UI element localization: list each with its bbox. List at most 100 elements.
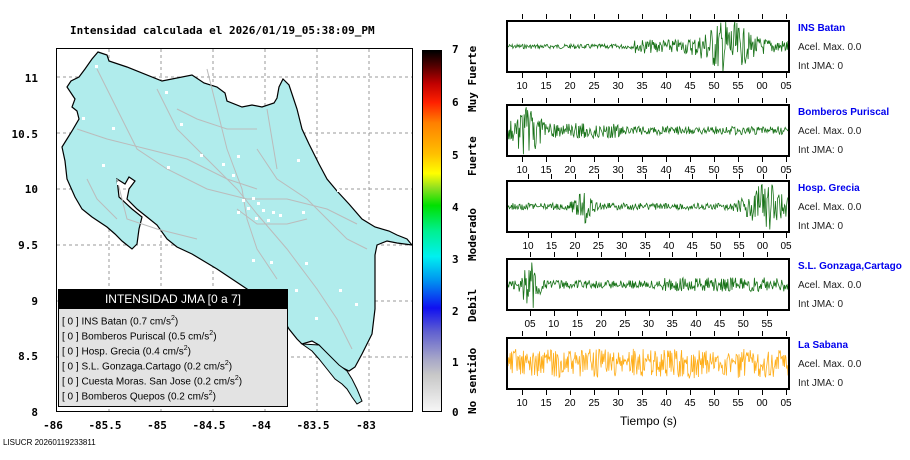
legend-row: [ 0 ] S.L. Gonzaga.Cartago (0.2 cm/s2) [62, 360, 232, 372]
colorbar-label: 6 [452, 96, 459, 109]
tick-mark [577, 252, 578, 257]
time-tick-label: 45 [684, 165, 695, 176]
tick-mark [739, 233, 740, 238]
time-tick-label: 50 [710, 241, 721, 252]
tick-mark [551, 174, 552, 179]
tick-mark [690, 331, 691, 336]
tick-mark [762, 73, 763, 78]
tick-mark [554, 311, 555, 316]
time-tick-label: 25 [619, 319, 630, 330]
tick-mark [598, 174, 599, 179]
tick-mark [762, 14, 763, 19]
time-tick-label: 20 [564, 81, 575, 92]
station-name: INS Batan [798, 23, 845, 34]
time-tick-label: 45 [684, 81, 695, 92]
time-tick-label: 25 [593, 241, 604, 252]
tick-mark [690, 14, 691, 19]
time-tick-label: 30 [616, 241, 627, 252]
tick-mark [786, 14, 787, 19]
colorbar-word: Moderado [466, 208, 479, 261]
tick-mark [786, 73, 787, 78]
tick-mark [714, 331, 715, 336]
time-tick-label: 40 [660, 165, 671, 176]
x-tick-label: -84 [251, 419, 271, 432]
tick-mark [669, 233, 670, 238]
tick-mark [738, 73, 739, 78]
y-tick-label: 10.5 [12, 128, 39, 141]
map-title: Intensidad calculada el 2026/01/19_05:38… [70, 24, 375, 37]
tick-mark [645, 174, 646, 179]
time-tick-label: 00 [756, 398, 767, 409]
tick-mark [716, 233, 717, 238]
colorbar-label: 5 [452, 149, 459, 162]
tick-mark [642, 157, 643, 162]
tick-mark [625, 252, 626, 257]
tick-mark [672, 311, 673, 316]
tick-mark [738, 331, 739, 336]
waveform [508, 182, 788, 231]
tick-mark [546, 390, 547, 395]
tick-mark [786, 331, 787, 336]
tick-mark [570, 98, 571, 103]
tick-mark [570, 331, 571, 336]
time-tick-label: 30 [612, 398, 623, 409]
tick-mark [786, 98, 787, 103]
tick-mark [546, 14, 547, 19]
time-axis-label: Tiempo (s) [620, 414, 677, 428]
tick-mark [598, 233, 599, 238]
y-tick-label: 9 [31, 295, 38, 308]
tick-mark [575, 174, 576, 179]
time-tick-label: 40 [690, 319, 701, 330]
tick-mark [546, 157, 547, 162]
tick-mark [690, 390, 691, 395]
legend-row: [ 0 ] Cuesta Moras. San Jose (0.2 cm/s2) [62, 375, 242, 387]
colorbar-label: 7 [452, 43, 459, 56]
time-tick-label: 05 [780, 398, 791, 409]
time-tick-label: 55 [734, 241, 745, 252]
time-tick-label: 10 [516, 81, 527, 92]
time-tick-label: 35 [667, 319, 678, 330]
tick-mark [622, 174, 623, 179]
time-tick-label: 50 [708, 165, 719, 176]
colorbar-word: Muy Fuerte [466, 46, 479, 112]
waveform [508, 339, 788, 388]
tick-mark [594, 14, 595, 19]
tick-mark [594, 331, 595, 336]
waveform [508, 22, 788, 71]
tick-mark [786, 390, 787, 395]
tick-mark [763, 233, 764, 238]
footer-id: LISUCR 20260119233811 [3, 438, 96, 447]
colorbar-label: 4 [452, 201, 459, 214]
seismogram-trace [506, 20, 790, 73]
tick-mark [716, 174, 717, 179]
time-tick-label: 40 [663, 241, 674, 252]
time-tick-label: 25 [588, 398, 599, 409]
time-tick-label: 55 [761, 319, 772, 330]
tick-mark [762, 157, 763, 162]
time-tick-label: 15 [572, 319, 583, 330]
tick-mark [642, 73, 643, 78]
x-tick-label: -84.5 [192, 419, 225, 432]
tick-mark [762, 98, 763, 103]
station-name: Hosp. Grecia [798, 183, 860, 194]
tick-mark [618, 73, 619, 78]
time-tick-label: 00 [756, 81, 767, 92]
legend-header: INTENSIDAD JMA [0 a 7] [59, 290, 287, 309]
x-tick-label: -83 [356, 419, 376, 432]
station-jma-intensity: Int JMA: 0 [798, 299, 843, 310]
station-jma-intensity: Int JMA: 0 [798, 61, 843, 72]
time-tick-label: 15 [540, 398, 551, 409]
tick-mark [692, 174, 693, 179]
tick-mark [546, 73, 547, 78]
tick-mark [618, 157, 619, 162]
time-tick-label: 10 [516, 165, 527, 176]
tick-mark [625, 311, 626, 316]
tick-mark [618, 98, 619, 103]
colorbar-word: No sentido [466, 348, 479, 414]
tick-mark [554, 252, 555, 257]
y-tick-label: 8.5 [18, 350, 38, 363]
time-tick-label: 05 [780, 241, 791, 252]
tick-mark [714, 157, 715, 162]
tick-mark [522, 157, 523, 162]
tick-mark [669, 174, 670, 179]
